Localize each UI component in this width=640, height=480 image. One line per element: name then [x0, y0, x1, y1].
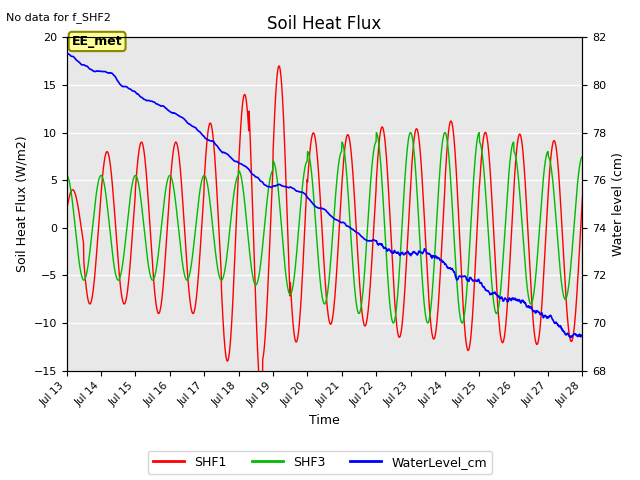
Text: No data for f_SHF2: No data for f_SHF2 [6, 12, 111, 23]
Text: EE_met: EE_met [72, 35, 122, 48]
Legend: SHF1, SHF3, WaterLevel_cm: SHF1, SHF3, WaterLevel_cm [148, 451, 492, 474]
X-axis label: Time: Time [309, 414, 340, 427]
Title: Soil Heat Flux: Soil Heat Flux [268, 15, 381, 33]
Y-axis label: Soil Heat Flux (W/m2): Soil Heat Flux (W/m2) [15, 136, 28, 272]
Y-axis label: Water level (cm): Water level (cm) [612, 152, 625, 256]
